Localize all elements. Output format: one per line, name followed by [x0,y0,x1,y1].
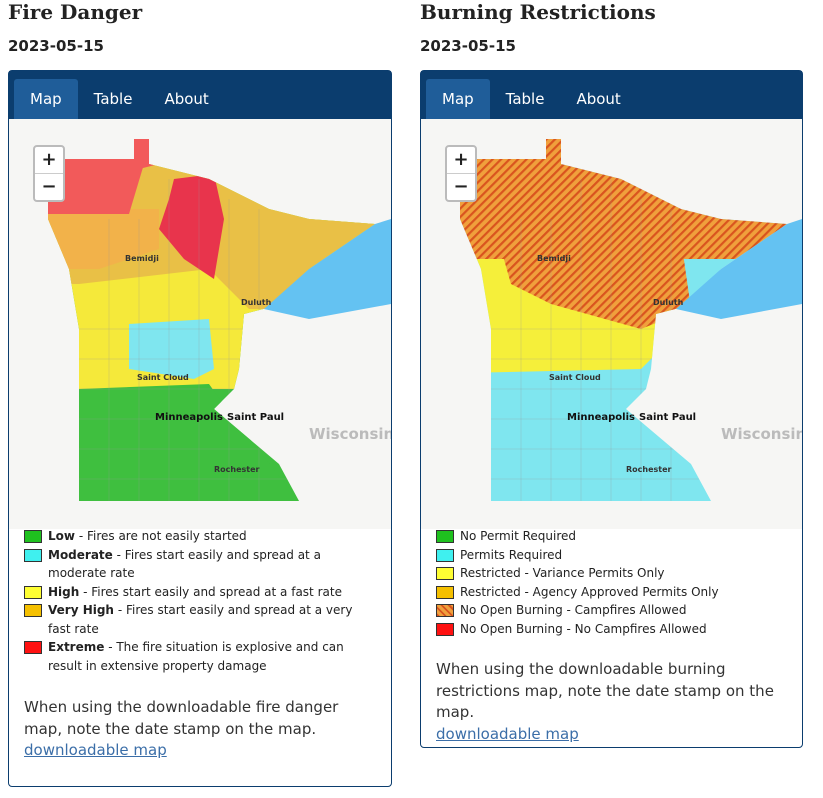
map-label: Duluth [653,298,684,307]
zoom-out[interactable]: − [35,173,63,200]
county-lines [79,179,299,501]
legend-swatch [436,567,454,580]
legend-text: Restricted - Agency Approved Permits Onl… [460,584,719,599]
zoom-in[interactable]: + [41,149,57,170]
legend-item: Low - Fires are not easily started [24,527,376,546]
tab[interactable]: About [164,90,209,108]
legend-item: No Permit Required [436,527,788,546]
tab[interactable]: About [576,90,621,108]
tab-bar: Map Table About [9,71,391,119]
legend-swatch [436,530,454,543]
zoom-in[interactable]: + [453,149,469,170]
note: When using the downloadable burning rest… [436,659,796,745]
legend-text: - Fires are not easily started [78,529,247,543]
map-label: Saint Paul [639,412,696,423]
legend-text: - Fires start easily and spread at a mod… [48,547,321,581]
legend-text: Restricted - Variance Permits Only [460,566,665,580]
legend-label: Low [48,529,75,543]
tab[interactable]: Map [14,79,78,119]
map-label: Wisconsin [309,425,391,443]
legend-item: Moderate - Fires start easily and spread… [24,546,376,583]
legend-text: No Permit Required [460,529,576,543]
legend-item: Permits Required [436,546,788,565]
tab[interactable]: Table [505,90,545,108]
map-label: Bemidji [537,254,571,263]
map-label: Saint Cloud [549,373,601,382]
zoom-out[interactable]: − [447,173,475,200]
legend-swatch [24,530,42,543]
panel-title: Burning Restrictions [420,0,656,24]
legend-swatch [24,548,42,562]
legend-item: High - Fires start easily and spread at … [24,583,376,602]
legend-item: Restricted - Variance Permits Only [436,564,788,583]
legend-text: No Open Burning - No Campfires Allowed [460,621,707,636]
lake [676,219,802,319]
tab[interactable]: Map [426,79,490,119]
map: Bemidji Duluth Saint Cloud Minneapolis S… [421,119,802,529]
map-label: Saint Paul [227,412,284,423]
legend-swatch [436,585,454,599]
zoom-control: + − [33,145,65,202]
legend-label: High [48,584,80,599]
legend-swatch [24,641,42,654]
legend-text: - Fires start easily and spread at a fas… [83,584,342,599]
note: When using the downloadable fire danger … [24,697,369,762]
legend-item: Restricted - Agency Approved Permits Onl… [436,583,788,602]
panel-title: Fire Danger [8,0,143,24]
legend-item: Very High - Fires start easily and sprea… [24,601,376,638]
legend-item: No Open Burning - No Campfires Allowed [436,620,788,639]
legend: No Permit Required Permits Required Rest… [436,527,788,638]
map-label: Wisconsin [721,425,802,443]
download-link[interactable]: downloadable map [436,724,579,743]
legend-text: - Fires start easily and spread at a ver… [48,603,353,636]
note-text: When using the downloadable fire danger … [24,698,339,738]
zoom-control: + − [445,145,477,202]
legend-swatch [24,604,42,617]
legend-text: - The fire situation is explosive and ca… [48,640,344,673]
legend: Low - Fires are not easily started Moder… [24,527,376,675]
panel: Map Table About Bemidji Duluth [8,70,392,787]
legend-label: Extreme [48,640,105,654]
legend-label: Very High [48,603,114,617]
panel-date: 2023-05-15 [420,37,516,55]
map-label: Saint Cloud [137,373,189,382]
county-lines [491,179,711,501]
legend-swatch [436,604,454,617]
legend-text: No Open Burning - Campfires Allowed [460,603,687,617]
map-label: Rochester [214,465,260,474]
map-label: Duluth [241,298,272,307]
tab-bar: Map Table About [421,71,802,119]
map-label: Bemidji [125,254,159,263]
download-link[interactable]: downloadable map [24,741,167,759]
panel-date: 2023-05-15 [8,37,104,55]
legend-item: Extreme - The fire situation is explosiv… [24,638,376,675]
legend-text: Permits Required [460,547,563,562]
lake [264,219,391,319]
legend-item: No Open Burning - Campfires Allowed [436,601,788,620]
tab[interactable]: Table [93,90,133,108]
panel: Map Table About Bemidji Duluth Saint Clo… [420,70,803,748]
map-label: Rochester [626,465,672,474]
legend-swatch [436,622,454,636]
legend-label: Moderate [48,547,113,562]
map-label: Minneapolis [567,412,635,423]
legend-swatch [436,548,454,562]
legend-swatch [24,585,42,599]
map-label: Minneapolis [155,412,223,423]
map: Bemidji Duluth Saint Cloud Minneapolis S… [9,119,391,529]
note-text: When using the downloadable burning rest… [436,660,774,721]
